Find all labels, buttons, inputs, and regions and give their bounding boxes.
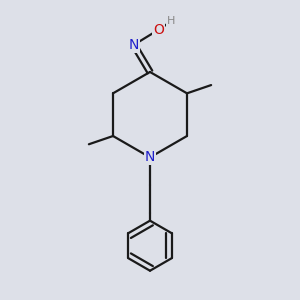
- Text: N: N: [129, 38, 139, 52]
- Text: H: H: [167, 16, 176, 26]
- Text: O: O: [153, 22, 164, 37]
- Text: N: N: [145, 150, 155, 164]
